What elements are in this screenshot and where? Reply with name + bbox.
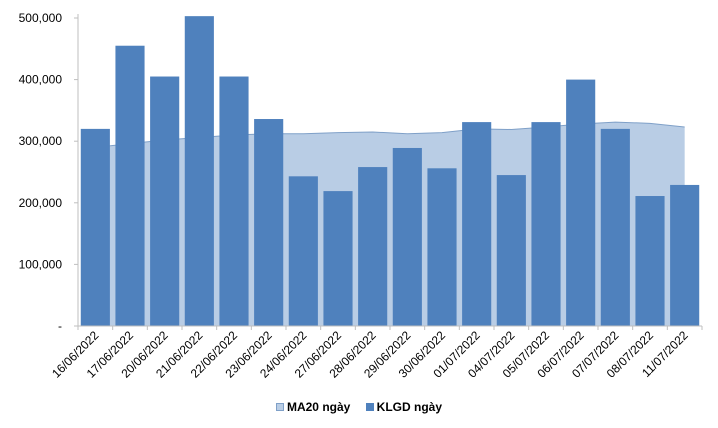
legend-swatch-klgd — [365, 403, 374, 411]
bar-07/07/2022 — [600, 128, 630, 326]
bar-05/07/2022 — [531, 122, 561, 326]
bar-22/06/2022 — [219, 76, 249, 327]
y-tick-label: - — [58, 319, 62, 333]
bar-29/06/2022 — [392, 147, 422, 326]
bar-01/07/2022 — [462, 122, 492, 326]
bar-06/07/2022 — [566, 79, 596, 326]
legend-label-klgd: KLGD ngày — [376, 400, 443, 414]
bar-24/06/2022 — [288, 176, 318, 326]
bar-17/06/2022 — [115, 45, 145, 326]
bar-16/06/2022 — [80, 128, 110, 326]
y-tick-label: 300,000 — [19, 134, 63, 148]
ma20-area-layer — [95, 121, 685, 326]
legend-item-ma20: MA20 ngày — [275, 400, 351, 414]
ma20-area — [95, 122, 685, 326]
bar-30/06/2022 — [427, 168, 457, 326]
y-tick-label: 400,000 — [19, 73, 63, 87]
legend: MA20 ngày KLGD ngày — [0, 400, 718, 414]
bar-20/06/2022 — [150, 76, 180, 327]
bar-11/07/2022 — [670, 184, 700, 326]
y-tick-label: 100,000 — [19, 257, 63, 271]
bar-21/06/2022 — [184, 16, 214, 327]
bar-04/07/2022 — [496, 175, 526, 326]
legend-item-klgd: KLGD ngày — [365, 400, 443, 414]
bar-23/06/2022 — [254, 119, 284, 327]
bar-layer — [80, 16, 700, 327]
legend-label-ma20: MA20 ngày — [286, 400, 351, 414]
bar-28/06/2022 — [358, 167, 388, 326]
bar-08/07/2022 — [635, 196, 665, 326]
y-tick-label: 200,000 — [19, 196, 63, 210]
legend-swatch-ma20 — [275, 403, 284, 411]
bar-27/06/2022 — [323, 191, 353, 326]
y-tick-label: 500,000 — [19, 11, 63, 25]
